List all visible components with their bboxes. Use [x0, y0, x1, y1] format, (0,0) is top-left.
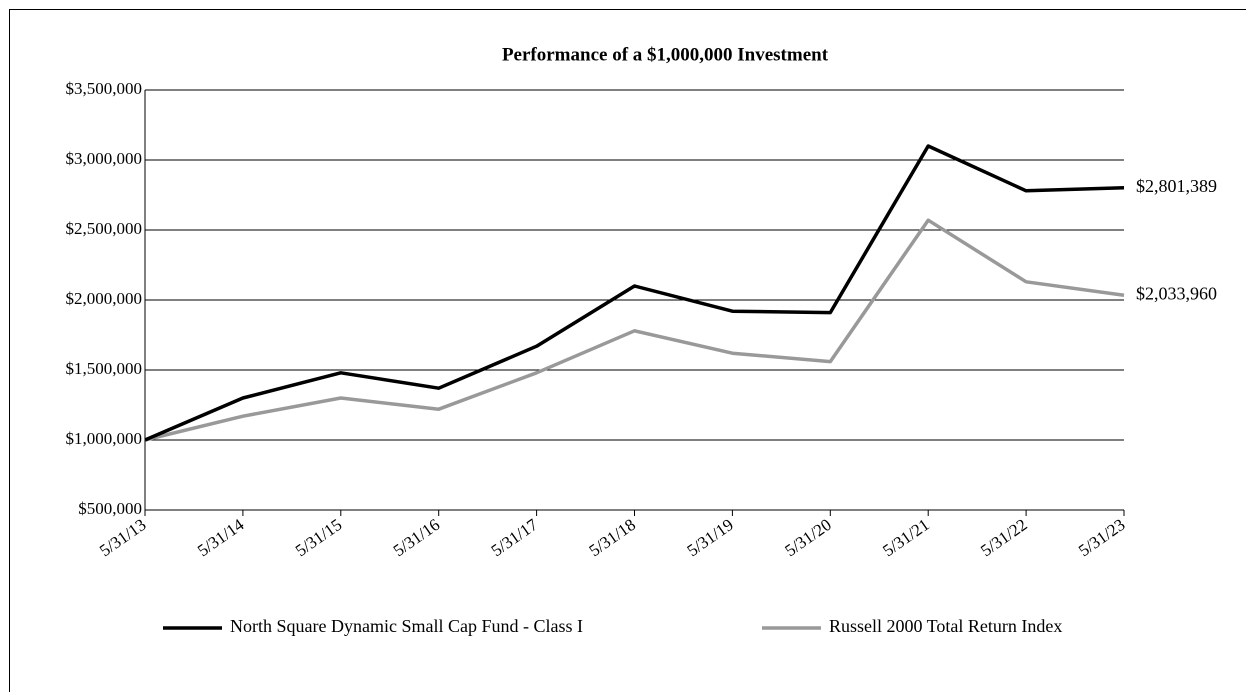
- x-tick-label: 5/31/22: [977, 515, 1030, 560]
- y-tick-label: $2,000,000: [66, 289, 143, 308]
- x-tick-label: 5/31/16: [390, 515, 443, 560]
- x-tick-label: 5/31/20: [781, 515, 834, 560]
- value-label: $2,801,389: [1136, 176, 1217, 196]
- y-tick-label: $500,000: [78, 499, 142, 518]
- legend-label: Russell 2000 Total Return Index: [829, 616, 1062, 636]
- x-tick-label: 5/31/21: [879, 515, 932, 560]
- y-tick-label: $1,500,000: [66, 359, 143, 378]
- y-tick-label: $3,500,000: [66, 79, 143, 98]
- y-tick-label: $3,000,000: [66, 149, 143, 168]
- series-line: [145, 220, 1124, 440]
- x-tick-label: 5/31/23: [1075, 515, 1128, 560]
- x-tick-label: 5/31/17: [488, 515, 542, 561]
- y-tick-label: $1,000,000: [66, 429, 143, 448]
- x-tick-label: 5/31/15: [292, 515, 345, 560]
- series-line: [145, 146, 1124, 440]
- x-tick-label: 5/31/19: [683, 515, 736, 560]
- y-tick-label: $2,500,000: [66, 219, 143, 238]
- x-tick-label: 5/31/18: [586, 515, 639, 560]
- x-tick-label: 5/31/14: [194, 515, 248, 561]
- frame: [10, 10, 1246, 693]
- value-label: $2,033,960: [1136, 283, 1217, 303]
- x-tick-label: 5/31/13: [96, 515, 149, 560]
- chart-title: Performance of a $1,000,000 Investment: [502, 44, 829, 65]
- legend-label: North Square Dynamic Small Cap Fund - Cl…: [230, 616, 583, 636]
